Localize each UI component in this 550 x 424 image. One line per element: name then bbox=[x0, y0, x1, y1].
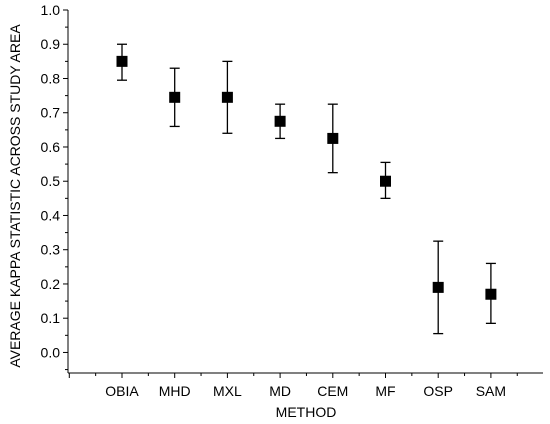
x-tick-label: OSP bbox=[423, 383, 453, 399]
y-tick-label: 0.0 bbox=[41, 344, 61, 360]
y-axis-title: AVERAGE KAPPA STATISTIC ACROSS STUDY ARE… bbox=[7, 24, 23, 368]
y-ticks: 0.0 0.1 0.2 0.3 0.4 0.5 0.6 0.7 0.8 0.9 1.0 bbox=[41, 2, 68, 371]
y-tick-label: 0.9 bbox=[41, 36, 61, 52]
x-tick-label: MHD bbox=[159, 383, 191, 399]
x-tick-label: OBIA bbox=[105, 383, 139, 399]
x-tick-label: MXL bbox=[213, 383, 242, 399]
x-axis-title: METHOD bbox=[276, 404, 337, 420]
x-ticks: OBIA MHD MXL MD CEM MF OSP SAM bbox=[68, 373, 518, 399]
marker-mhd bbox=[169, 91, 181, 103]
y-tick-label: 0.3 bbox=[41, 242, 61, 258]
axes bbox=[67, 10, 543, 374]
marker-cem bbox=[327, 132, 339, 144]
marker-mxl bbox=[221, 91, 233, 103]
x-tick-label: MD bbox=[269, 383, 291, 399]
y-tick-label: 0.7 bbox=[41, 105, 61, 121]
markers bbox=[116, 55, 497, 300]
x-tick-label: CEM bbox=[317, 383, 348, 399]
x-tick-label: SAM bbox=[476, 383, 506, 399]
y-tick-label: 0.8 bbox=[41, 70, 61, 86]
marker-obia bbox=[116, 55, 128, 67]
y-tick-label: 0.5 bbox=[41, 173, 61, 189]
marker-osp bbox=[432, 281, 444, 293]
y-tick-label: 0.2 bbox=[41, 276, 61, 292]
marker-mf bbox=[380, 175, 391, 187]
marker-sam bbox=[485, 288, 497, 300]
y-tick-label: 0.1 bbox=[41, 310, 61, 326]
y-tick-label: 1.0 bbox=[41, 2, 61, 18]
x-tick-label: MF bbox=[375, 383, 395, 399]
marker-md bbox=[274, 115, 286, 127]
y-tick-label: 0.6 bbox=[41, 139, 61, 155]
y-tick-label: 0.4 bbox=[41, 207, 61, 223]
